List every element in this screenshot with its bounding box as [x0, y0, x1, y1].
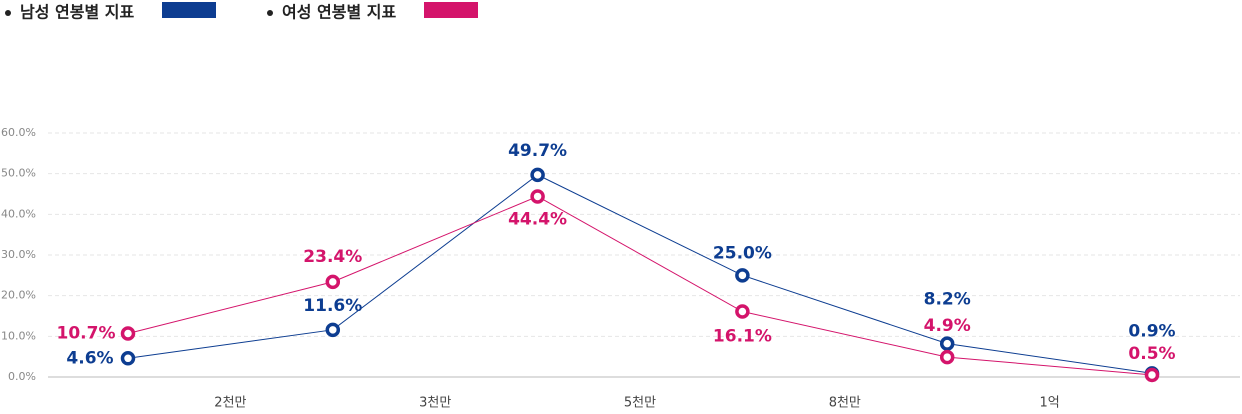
point [735, 304, 750, 319]
series-line [127, 174, 1153, 374]
point [735, 268, 750, 283]
data-label: 23.4% [303, 247, 362, 267]
point [1144, 367, 1160, 383]
data-label: 49.7% [508, 141, 567, 161]
point [939, 349, 955, 365]
point [325, 274, 341, 290]
point [530, 189, 545, 204]
point [530, 167, 545, 183]
point [120, 326, 136, 341]
y-tick-label: 30.0% [1, 248, 36, 261]
legend-bullet [5, 10, 11, 16]
point [939, 336, 955, 351]
data-label: 8.2% [924, 290, 971, 310]
y-tick-label: 20.0% [1, 289, 36, 302]
y-tick-label: 0.0% [8, 370, 36, 383]
data-label: 0.9% [1128, 321, 1175, 341]
legend-swatch [162, 2, 216, 18]
legend-swatch [424, 2, 478, 18]
data-label: 0.5% [1128, 344, 1175, 364]
data-label: 10.7% [57, 323, 116, 343]
x-tick-label: 8천만 [829, 396, 861, 411]
legend-label: 여성 연봉별 지표 [282, 3, 396, 22]
series-line [127, 195, 1153, 376]
x-tick-label: 2천만 [214, 396, 246, 411]
data-label: 44.4% [508, 209, 567, 229]
data-label: 25.0% [713, 243, 772, 263]
x-tick-label: 3천만 [419, 396, 451, 411]
x-tick-label: 5천만 [624, 396, 656, 411]
y-tick-label: 10.0% [1, 329, 36, 342]
point [120, 351, 136, 366]
y-tick-label: 60.0% [1, 126, 36, 139]
x-tick-label: 1억 [1039, 396, 1059, 411]
y-tick-label: 40.0% [1, 207, 36, 220]
point [325, 322, 341, 338]
data-label: 16.1% [713, 327, 772, 347]
data-label: 11.6% [303, 296, 362, 316]
legend-bullet [267, 10, 273, 16]
data-label: 4.9% [924, 316, 971, 336]
y-tick-label: 50.0% [1, 167, 36, 180]
data-label: 4.6% [66, 348, 113, 368]
legend-label: 남성 연봉별 지표 [20, 3, 134, 22]
